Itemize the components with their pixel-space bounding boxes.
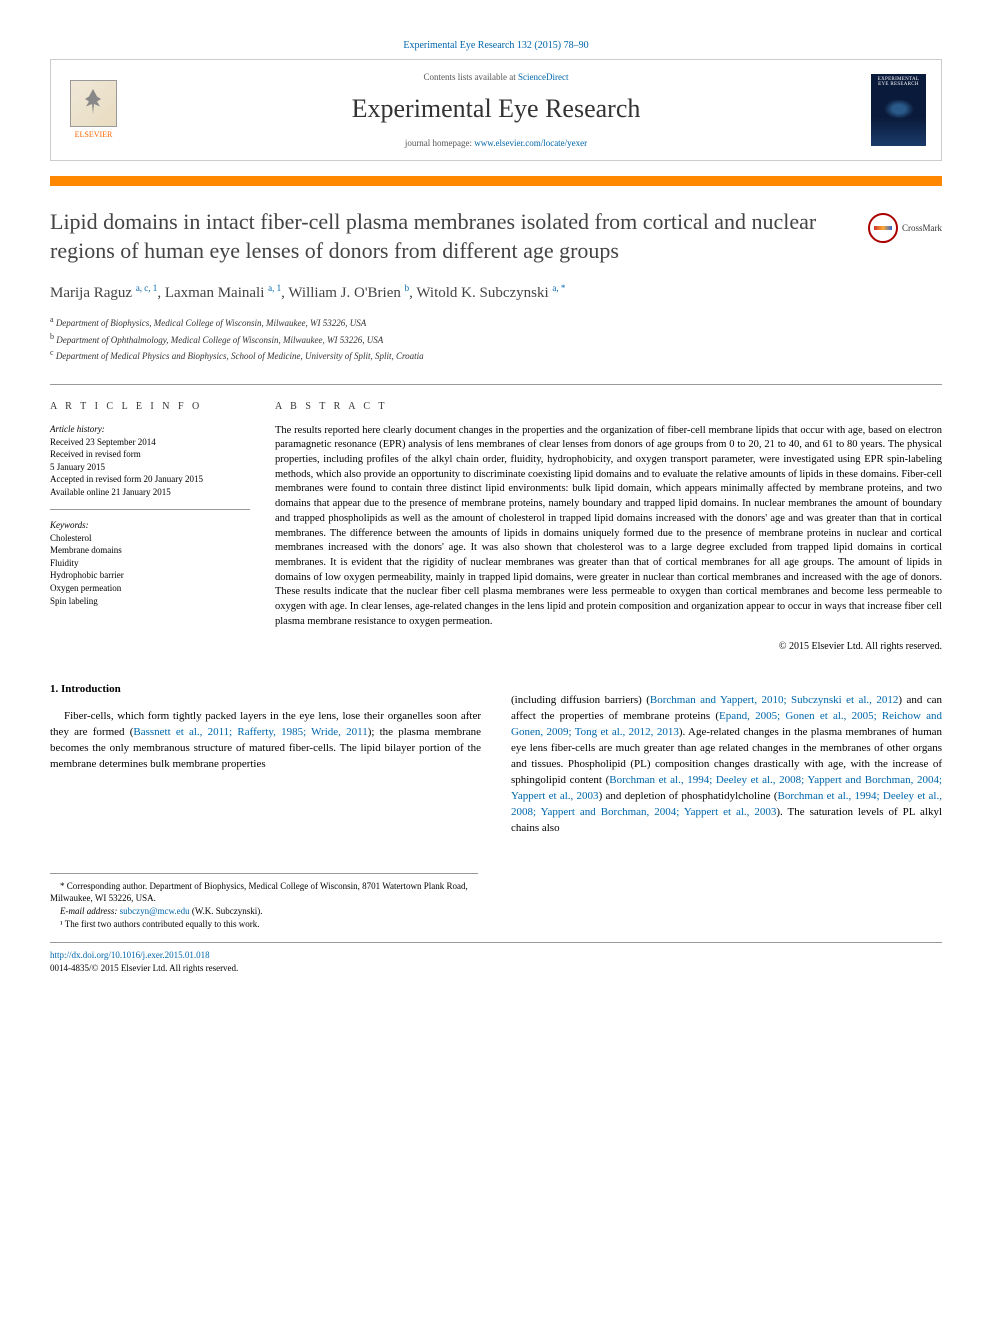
journal-homepage: journal homepage: www.elsevier.com/locat…	[136, 138, 856, 148]
right-column: (including diffusion barriers) (Borchman…	[511, 682, 942, 847]
doi-link[interactable]: http://dx.doi.org/10.1016/j.exer.2015.01…	[50, 950, 210, 960]
abstract-heading: A B S T R A C T	[275, 401, 942, 412]
contents-prefix: Contents lists available at	[424, 72, 518, 82]
left-column: 1. Introduction Fiber-cells, which form …	[50, 682, 481, 847]
keyword: Cholesterol	[50, 532, 250, 545]
elsevier-tree-icon	[70, 80, 117, 127]
article-info-heading: A R T I C L E I N F O	[50, 401, 250, 412]
abstract-text: The results reported here clearly docume…	[275, 424, 942, 630]
article-info: A R T I C L E I N F O Article history: R…	[50, 401, 275, 653]
history-item: Received in revised form	[50, 448, 250, 461]
keyword: Hydrophobic barrier	[50, 569, 250, 582]
issn-copyright: 0014-4835/© 2015 Elsevier Ltd. All right…	[50, 962, 942, 975]
article-title: Lipid domains in intact fiber-cell plasm…	[50, 208, 853, 265]
body-columns: 1. Introduction Fiber-cells, which form …	[50, 682, 942, 847]
history-item: 5 January 2015	[50, 461, 250, 474]
affiliation-a: a Department of Biophysics, Medical Coll…	[50, 314, 942, 331]
copyright-line: © 2015 Elsevier Ltd. All rights reserved…	[275, 641, 942, 652]
authors-line: Marija Raguz a, c, 1, Laxman Mainali a, …	[50, 283, 942, 302]
cover-title: EXPERIMENTAL EYE RESEARCH	[873, 77, 924, 87]
keyword: Oxygen permeation	[50, 582, 250, 595]
journal-header: ELSEVIER Contents lists available at Sci…	[50, 59, 942, 161]
crossmark-label: CrossMark	[902, 223, 942, 233]
corresponding-author-note: * Corresponding author. Department of Bi…	[50, 880, 478, 905]
contents-line: Contents lists available at ScienceDirec…	[136, 72, 856, 82]
history-item: Accepted in revised form 20 January 2015	[50, 473, 250, 486]
crossmark-badge[interactable]: CrossMark	[868, 213, 942, 243]
citation-link[interactable]: Bassnett et al., 2011; Rafferty, 1985; W…	[133, 726, 367, 738]
sciencedirect-link[interactable]: ScienceDirect	[518, 72, 568, 82]
intro-paragraph: Fiber-cells, which form tightly packed l…	[50, 709, 481, 773]
elsevier-logo: ELSEVIER	[66, 80, 121, 140]
footnotes: * Corresponding author. Department of Bi…	[50, 873, 478, 930]
history-item: Available online 21 January 2015	[50, 486, 250, 499]
keywords-label: Keywords:	[50, 520, 250, 530]
journal-cover-thumbnail: EXPERIMENTAL EYE RESEARCH	[871, 74, 926, 146]
affiliation-c: c Department of Medical Physics and Biop…	[50, 347, 942, 364]
email-link[interactable]: subczyn@mcw.edu	[120, 906, 190, 916]
bottom-bar: http://dx.doi.org/10.1016/j.exer.2015.01…	[50, 942, 942, 974]
affiliation-b: b Department of Ophthalmology, Medical C…	[50, 331, 942, 348]
keyword: Spin labeling	[50, 595, 250, 608]
orange-divider-bar	[50, 176, 942, 186]
equal-contribution-note: ¹ The first two authors contributed equa…	[50, 918, 478, 931]
abstract: A B S T R A C T The results reported her…	[275, 401, 942, 653]
intro-paragraph-cont: (including diffusion barriers) (Borchman…	[511, 693, 942, 836]
cover-eye-icon	[884, 99, 914, 119]
top-citation: Experimental Eye Research 132 (2015) 78–…	[50, 40, 942, 51]
journal-name: Experimental Eye Research	[136, 94, 856, 124]
keyword: Membrane domains	[50, 544, 250, 557]
keyword: Fluidity	[50, 557, 250, 570]
email-note: E-mail address: subczyn@mcw.edu (W.K. Su…	[50, 905, 478, 918]
intro-heading: 1. Introduction	[50, 682, 481, 698]
elsevier-label: ELSEVIER	[75, 130, 113, 139]
crossmark-icon	[868, 213, 898, 243]
history-item: Received 23 September 2014	[50, 436, 250, 449]
history-label: Article history:	[50, 424, 250, 434]
homepage-link[interactable]: www.elsevier.com/locate/yexer	[474, 138, 587, 148]
citation-link[interactable]: Borchman and Yappert, 2010; Subczynski e…	[650, 694, 898, 706]
homepage-prefix: journal homepage:	[405, 138, 474, 148]
affiliations: a Department of Biophysics, Medical Coll…	[50, 314, 942, 364]
